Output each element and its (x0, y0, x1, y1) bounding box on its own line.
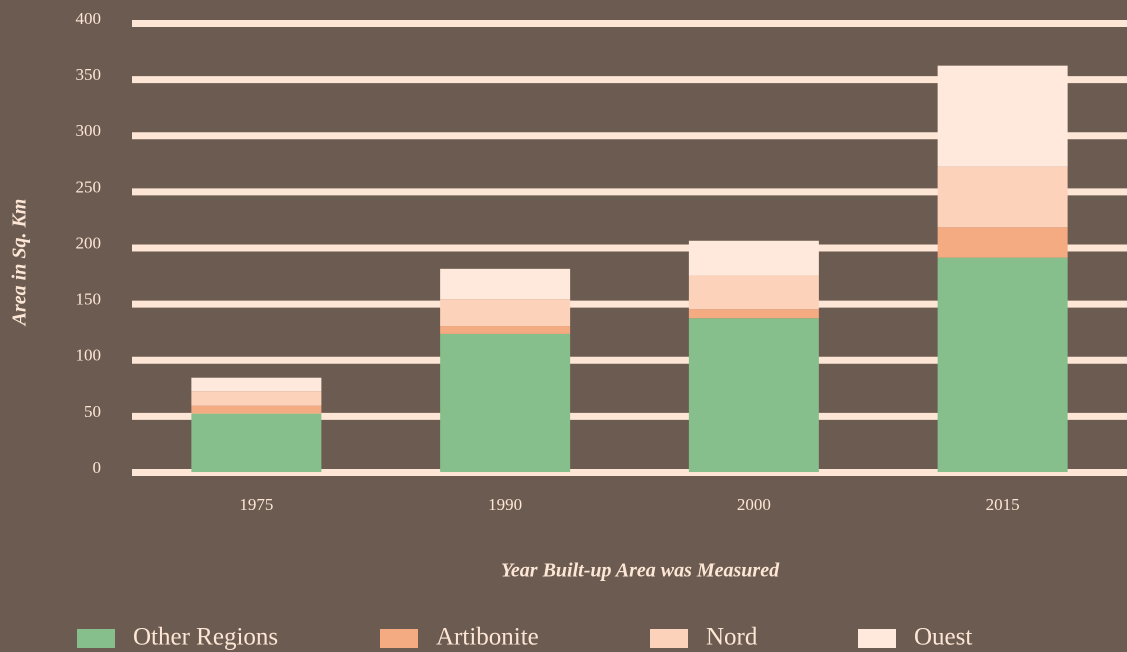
y-tick-label: 200 (76, 233, 102, 252)
bar-segment (440, 268, 571, 300)
y-tick-label: 350 (76, 65, 102, 84)
y-tick-label: 100 (76, 346, 102, 365)
legend-swatch (650, 629, 688, 648)
bar-segment (440, 333, 571, 472)
grid-line (132, 469, 1127, 476)
bar-segment (937, 227, 1068, 258)
bar-segment (440, 326, 571, 334)
bar-segment (191, 413, 322, 472)
legend-label: Other Regions (133, 624, 278, 651)
grid-line (132, 356, 1127, 364)
bar-segment (937, 257, 1068, 472)
legend-swatch (380, 629, 418, 648)
legend-label: Nord (706, 624, 758, 651)
bar-segment (191, 405, 322, 414)
grid-line (132, 20, 1127, 27)
y-tick-label: 300 (76, 121, 102, 140)
bar-segment (688, 318, 819, 472)
bar-segment (191, 377, 322, 392)
bar-segment (440, 299, 571, 327)
bar-segment (688, 275, 819, 310)
x-tick-label: 2015 (986, 495, 1020, 514)
y-tick-label: 150 (76, 290, 102, 309)
grid-line (132, 244, 1127, 252)
legend-label: Artibonite (436, 624, 539, 651)
y-tick-label: 0 (93, 458, 102, 477)
x-tick-label: 2000 (737, 495, 771, 514)
grid-line (132, 132, 1127, 140)
bar-segment (937, 65, 1068, 167)
y-axis-label: Area in Sq. Km (9, 199, 31, 328)
y-tick-label: 400 (76, 9, 102, 28)
legend-swatch (858, 629, 896, 648)
grid-line (132, 300, 1127, 308)
legend-label: Ouest (914, 624, 972, 651)
x-axis-label: Year Built-up Area was Measured (501, 560, 780, 582)
grid-line (132, 188, 1127, 196)
grid-line (132, 412, 1127, 420)
grid-line (132, 76, 1127, 84)
legend-swatch (77, 629, 115, 648)
bar-segment (937, 166, 1068, 228)
bar-segment (191, 391, 322, 406)
x-tick-label: 1990 (488, 495, 522, 514)
y-tick-label: 50 (84, 402, 101, 421)
x-tick-label: 1975 (239, 495, 273, 514)
bar-segment (688, 309, 819, 319)
y-tick-label: 250 (76, 177, 102, 196)
bar-segment (688, 240, 819, 276)
